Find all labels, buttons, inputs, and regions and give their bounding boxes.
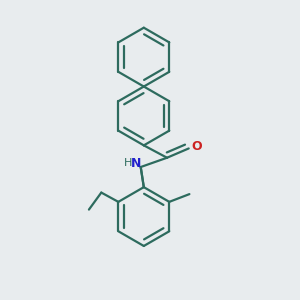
Text: O: O <box>191 140 202 153</box>
Text: H: H <box>124 158 132 168</box>
Text: N: N <box>131 157 141 170</box>
